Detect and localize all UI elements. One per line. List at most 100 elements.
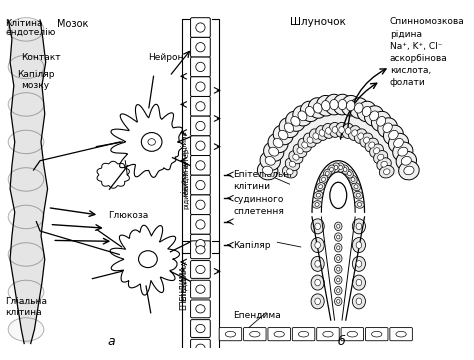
Ellipse shape: [321, 100, 330, 111]
Ellipse shape: [286, 111, 305, 131]
Ellipse shape: [383, 125, 403, 145]
Ellipse shape: [365, 138, 379, 152]
Ellipse shape: [298, 138, 311, 152]
Ellipse shape: [346, 100, 355, 111]
Text: б: б: [337, 335, 345, 348]
Ellipse shape: [196, 239, 205, 249]
Ellipse shape: [389, 133, 409, 153]
Ellipse shape: [8, 130, 44, 154]
Ellipse shape: [311, 294, 324, 309]
Ellipse shape: [315, 279, 320, 286]
Ellipse shape: [311, 219, 324, 234]
Ellipse shape: [311, 256, 324, 271]
Ellipse shape: [335, 287, 342, 295]
Ellipse shape: [298, 111, 307, 121]
Ellipse shape: [357, 101, 376, 122]
Ellipse shape: [196, 161, 205, 170]
Ellipse shape: [263, 166, 273, 175]
FancyBboxPatch shape: [317, 328, 339, 341]
Ellipse shape: [196, 324, 205, 333]
Ellipse shape: [8, 318, 44, 341]
Ellipse shape: [352, 130, 357, 136]
Ellipse shape: [336, 122, 348, 138]
Ellipse shape: [369, 142, 375, 148]
FancyBboxPatch shape: [191, 57, 210, 77]
FancyBboxPatch shape: [191, 280, 210, 298]
Ellipse shape: [341, 165, 349, 174]
FancyBboxPatch shape: [191, 77, 210, 96]
Ellipse shape: [404, 166, 414, 175]
Text: ЕПЕНДИМА: ЕПЕНДИМА: [179, 265, 188, 310]
Ellipse shape: [355, 103, 363, 113]
Ellipse shape: [196, 305, 205, 313]
Text: Інтерстиційна: Інтерстиційна: [180, 130, 187, 182]
Ellipse shape: [352, 219, 365, 234]
Text: мозку: мозку: [21, 81, 49, 90]
Ellipse shape: [319, 130, 325, 136]
Ellipse shape: [285, 158, 300, 171]
Ellipse shape: [335, 276, 342, 284]
Ellipse shape: [279, 118, 299, 138]
Text: рідина: рідина: [180, 172, 187, 196]
FancyBboxPatch shape: [341, 328, 364, 341]
Ellipse shape: [293, 154, 299, 160]
Ellipse shape: [335, 244, 342, 252]
Text: фолати: фолати: [390, 78, 426, 87]
Ellipse shape: [356, 298, 362, 305]
Text: кислота,: кислота,: [390, 66, 431, 75]
Ellipse shape: [315, 242, 320, 248]
Ellipse shape: [141, 132, 162, 151]
Ellipse shape: [372, 111, 391, 131]
Ellipse shape: [329, 167, 333, 172]
Ellipse shape: [196, 62, 205, 72]
Ellipse shape: [322, 123, 335, 138]
Ellipse shape: [374, 148, 380, 154]
FancyBboxPatch shape: [365, 328, 388, 341]
Ellipse shape: [310, 129, 322, 143]
Ellipse shape: [283, 166, 297, 178]
Ellipse shape: [343, 167, 347, 172]
Text: Епітеліальні: Епітеліальні: [233, 170, 292, 179]
FancyBboxPatch shape: [191, 37, 210, 57]
Ellipse shape: [293, 144, 307, 158]
Ellipse shape: [356, 242, 362, 248]
Ellipse shape: [287, 169, 293, 175]
Ellipse shape: [8, 205, 44, 229]
Ellipse shape: [393, 142, 413, 161]
Ellipse shape: [383, 169, 390, 175]
Ellipse shape: [196, 285, 205, 293]
Ellipse shape: [337, 289, 340, 293]
Ellipse shape: [356, 223, 362, 230]
Ellipse shape: [269, 147, 279, 156]
Ellipse shape: [8, 18, 44, 41]
FancyBboxPatch shape: [390, 328, 412, 341]
Ellipse shape: [8, 280, 44, 304]
FancyBboxPatch shape: [191, 156, 210, 175]
Ellipse shape: [352, 238, 365, 253]
Ellipse shape: [278, 130, 288, 140]
Text: Інтер-: Інтер-: [183, 145, 189, 167]
Ellipse shape: [337, 267, 340, 271]
Ellipse shape: [317, 95, 335, 116]
Polygon shape: [8, 20, 47, 343]
Text: сплетення: сплетення: [233, 207, 284, 216]
Ellipse shape: [196, 265, 205, 274]
Text: Нейрон: Нейрон: [148, 53, 183, 62]
Ellipse shape: [342, 123, 354, 138]
Ellipse shape: [335, 265, 342, 273]
Ellipse shape: [337, 163, 344, 172]
Text: клітини: клітини: [233, 183, 270, 192]
Ellipse shape: [372, 331, 382, 337]
Ellipse shape: [328, 165, 335, 174]
Ellipse shape: [311, 238, 324, 253]
Ellipse shape: [301, 101, 319, 122]
Ellipse shape: [396, 151, 417, 170]
Ellipse shape: [311, 275, 324, 290]
Ellipse shape: [8, 243, 44, 266]
Ellipse shape: [308, 98, 327, 118]
Ellipse shape: [307, 137, 313, 143]
Ellipse shape: [357, 203, 362, 206]
Text: Контакт: Контакт: [21, 53, 61, 62]
Ellipse shape: [335, 254, 342, 263]
Ellipse shape: [339, 127, 345, 133]
